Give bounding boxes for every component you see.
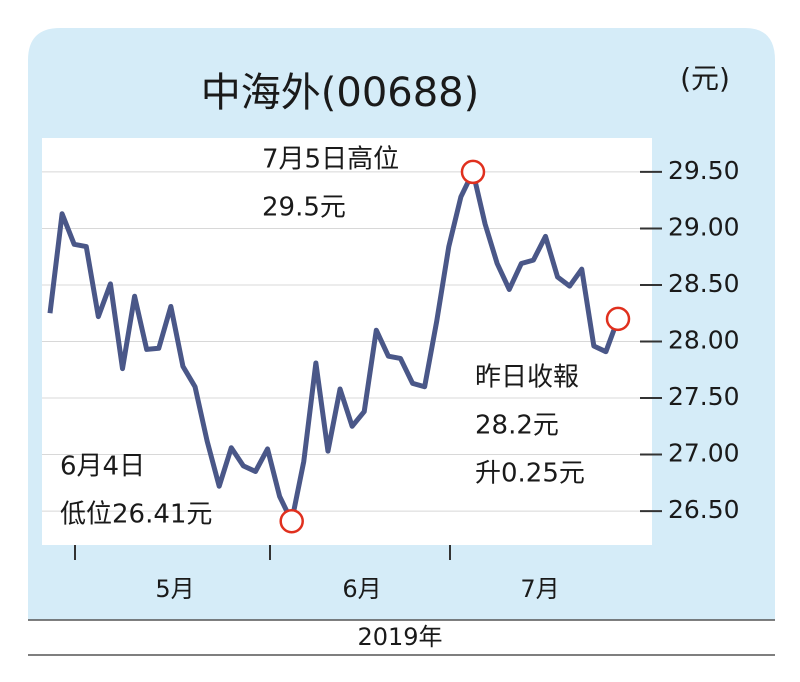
price-line bbox=[47, 169, 621, 524]
annotation: 低位26.41元 bbox=[60, 500, 212, 530]
highlight-marker bbox=[460, 159, 486, 185]
y-tick-label: 29.00 bbox=[668, 212, 740, 241]
month-label: 6月 bbox=[342, 575, 381, 603]
y-tick-label: 29.50 bbox=[668, 156, 740, 185]
y-tick-label: 28.00 bbox=[668, 326, 740, 355]
unit-label: (元) bbox=[680, 62, 730, 95]
annotation: 6月4日 bbox=[60, 452, 145, 482]
annotation: 7月5日高位 bbox=[262, 145, 399, 175]
y-tick-label: 28.50 bbox=[668, 269, 740, 298]
annotation: 升0.25元 bbox=[475, 459, 585, 489]
x-axis-label: 2019年 bbox=[357, 623, 442, 651]
y-tick-label: 27.50 bbox=[668, 382, 740, 411]
y-tick-label: 27.00 bbox=[668, 439, 740, 468]
annotation: 昨日收報 bbox=[475, 363, 579, 393]
annotation: 28.2元 bbox=[475, 411, 559, 441]
highlight-marker bbox=[605, 306, 631, 332]
highlight-marker bbox=[279, 509, 304, 534]
month-label: 7月 bbox=[520, 575, 559, 603]
annotation: 29.5元 bbox=[262, 193, 346, 223]
chart-title: 中海外(00688) bbox=[201, 70, 479, 116]
y-tick-label: 26.50 bbox=[668, 495, 740, 524]
month-label: 5月 bbox=[155, 575, 194, 603]
